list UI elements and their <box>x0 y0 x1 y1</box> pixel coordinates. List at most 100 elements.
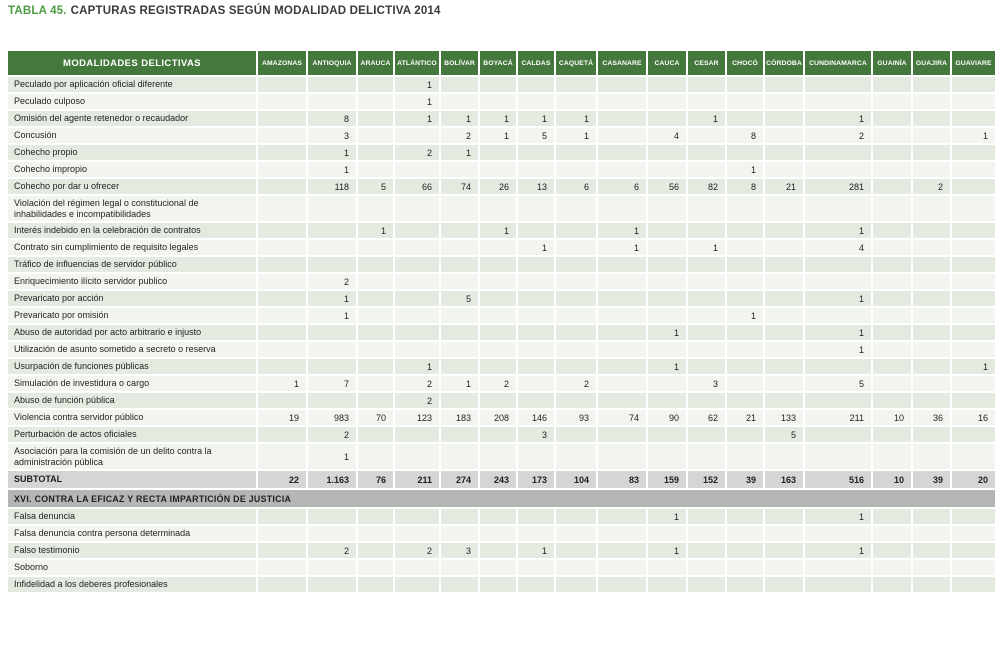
value-cell <box>648 223 688 240</box>
value-cell <box>913 274 952 291</box>
value-cell <box>913 526 952 543</box>
value-cell <box>258 179 308 196</box>
value-cell: 1 <box>308 444 358 471</box>
value-cell <box>358 94 395 111</box>
value-cell <box>765 393 805 410</box>
value-cell <box>441 223 480 240</box>
column-header-casanare: CASANARE <box>598 51 648 77</box>
row-label: Violación del régimen legal o constituci… <box>8 196 258 223</box>
value-cell <box>648 145 688 162</box>
column-header-bolívar: BOLÍVAR <box>441 51 480 77</box>
value-cell <box>688 223 727 240</box>
value-cell <box>598 128 648 145</box>
value-cell <box>598 291 648 308</box>
value-cell <box>913 145 952 162</box>
table-row: Prevaricato por omisión 1 1 <box>8 308 997 325</box>
value-cell: 211 <box>395 471 441 490</box>
value-cell <box>873 240 913 257</box>
value-cell <box>688 257 727 274</box>
value-cell <box>556 274 598 291</box>
table-row: Concusión 3 2 1 5 1 4 8 2 1 <box>8 128 997 145</box>
value-cell <box>727 94 765 111</box>
value-cell <box>480 77 518 94</box>
value-cell <box>648 257 688 274</box>
value-cell <box>258 444 308 471</box>
value-cell <box>518 325 556 342</box>
row-label: SUBTOTAL <box>8 471 258 490</box>
value-cell <box>480 427 518 444</box>
value-cell <box>765 162 805 179</box>
value-cell <box>727 223 765 240</box>
value-cell <box>688 393 727 410</box>
value-cell <box>688 342 727 359</box>
value-cell <box>441 359 480 376</box>
value-cell: 8 <box>308 111 358 128</box>
value-cell <box>952 325 997 342</box>
value-cell <box>913 560 952 577</box>
table-row: Falsa denuncia contra persona determinad… <box>8 526 997 543</box>
value-cell: 1 <box>358 223 395 240</box>
value-cell <box>727 543 765 560</box>
value-cell <box>688 509 727 526</box>
value-cell: 2 <box>308 274 358 291</box>
value-cell <box>952 162 997 179</box>
value-cell: 281 <box>805 179 873 196</box>
value-cell <box>805 145 873 162</box>
value-cell <box>480 257 518 274</box>
value-cell <box>688 444 727 471</box>
table-row: Omisión del agente retenedor o recaudado… <box>8 111 997 128</box>
row-label: Cohecho por dar u ofrecer <box>8 179 258 196</box>
value-cell <box>873 359 913 376</box>
value-cell <box>598 274 648 291</box>
value-cell <box>441 526 480 543</box>
column-header-boyacá: BOYACÁ <box>480 51 518 77</box>
value-cell: 7 <box>308 376 358 393</box>
value-cell <box>518 376 556 393</box>
value-cell <box>688 427 727 444</box>
value-cell: 3 <box>441 543 480 560</box>
value-cell <box>358 308 395 325</box>
value-cell <box>308 359 358 376</box>
table-row: Peculado por aplicación oficial diferent… <box>8 77 997 94</box>
value-cell <box>913 325 952 342</box>
value-cell <box>480 577 518 594</box>
column-header-guaviare: GUAVIARE <box>952 51 997 77</box>
value-cell <box>480 543 518 560</box>
value-cell <box>727 444 765 471</box>
value-cell <box>688 128 727 145</box>
value-cell <box>258 543 308 560</box>
value-cell <box>518 308 556 325</box>
value-cell: 8 <box>727 179 765 196</box>
value-cell <box>395 128 441 145</box>
value-cell <box>258 274 308 291</box>
value-cell <box>441 162 480 179</box>
value-cell: 36 <box>913 410 952 427</box>
column-header-cauca: CAUCA <box>648 51 688 77</box>
value-cell <box>648 77 688 94</box>
value-cell <box>518 162 556 179</box>
value-cell <box>358 145 395 162</box>
value-cell <box>913 359 952 376</box>
value-cell <box>648 162 688 179</box>
value-cell <box>358 359 395 376</box>
value-cell <box>358 128 395 145</box>
value-cell <box>395 291 441 308</box>
row-label: Enriquecimiento ilícito servidor publico <box>8 274 258 291</box>
value-cell: 1 <box>518 111 556 128</box>
column-header-chocó: CHOCÓ <box>727 51 765 77</box>
value-cell <box>395 560 441 577</box>
value-cell <box>441 274 480 291</box>
value-cell <box>873 77 913 94</box>
value-cell <box>480 308 518 325</box>
value-cell <box>258 223 308 240</box>
section-header-label: XVI. CONTRA LA EFICAZ Y RECTA IMPARTICIÓ… <box>8 490 997 509</box>
value-cell <box>556 257 598 274</box>
value-cell: 983 <box>308 410 358 427</box>
value-cell: 1 <box>441 376 480 393</box>
row-label: Peculado por aplicación oficial diferent… <box>8 77 258 94</box>
value-cell <box>518 291 556 308</box>
value-cell: 1 <box>805 223 873 240</box>
value-cell <box>598 162 648 179</box>
value-cell: 5 <box>805 376 873 393</box>
column-header-amazonas: AMAZONAS <box>258 51 308 77</box>
